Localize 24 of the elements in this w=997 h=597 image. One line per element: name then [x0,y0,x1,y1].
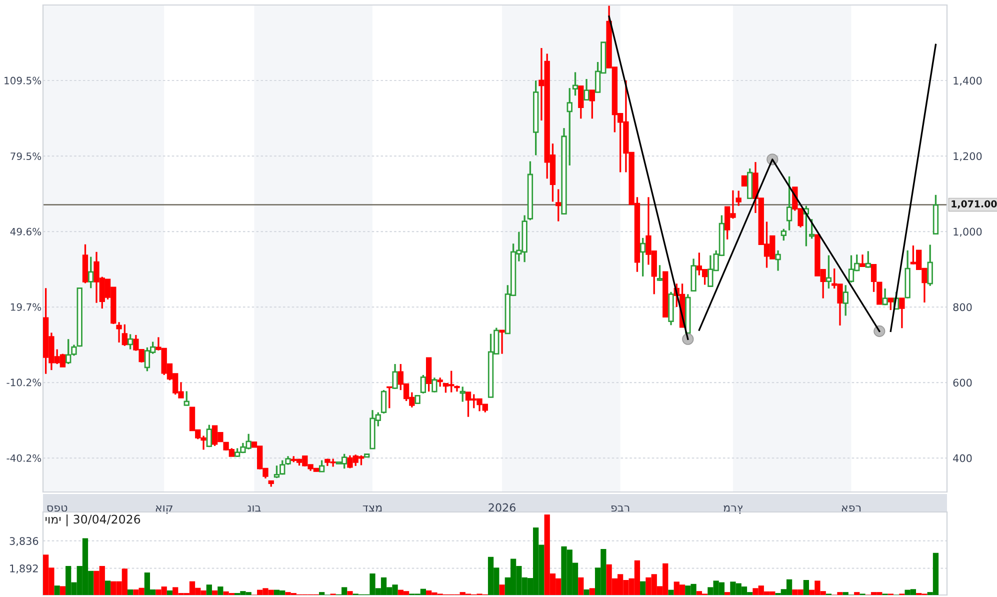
y-tick-label: 1,000 [954,228,982,237]
y-tick-label: 800 [953,303,972,312]
y-tick-label: 1,400 [954,76,982,86]
x-tick-label: מרץ [724,505,742,514]
annotation: יומי | 30/04/2026 [46,514,140,526]
x-tick-label: נוב [248,505,261,512]
y-tick-label: 600 [953,378,972,387]
y2-tick-label: 49.6% [10,228,42,236]
y2-tick-label: 79.5% [10,152,42,160]
y2-tick-label: 19.7% [10,303,42,311]
y-tick-label: 1,892 [10,564,38,574]
ref-line-label: 1,071.00 [952,200,997,209]
y-tick-label: 1,200 [954,152,982,162]
y-tick-label: 400 [953,454,972,462]
x-tick-label: אוק [156,505,172,514]
x-tick-label: 2026 [488,503,516,512]
x-tick-label: אפר [842,505,861,512]
x-tick-label: דצמ [362,505,382,512]
x-tick-label: פבר [612,505,630,512]
y2-tick-label: 109.5% [4,76,42,84]
y2-tick-label: -40.2% [6,454,42,462]
y-tick-label: 3,836 [10,537,38,546]
y2-tick-label: -10.2% [6,378,42,386]
x-tick-label: ספט [47,505,68,512]
